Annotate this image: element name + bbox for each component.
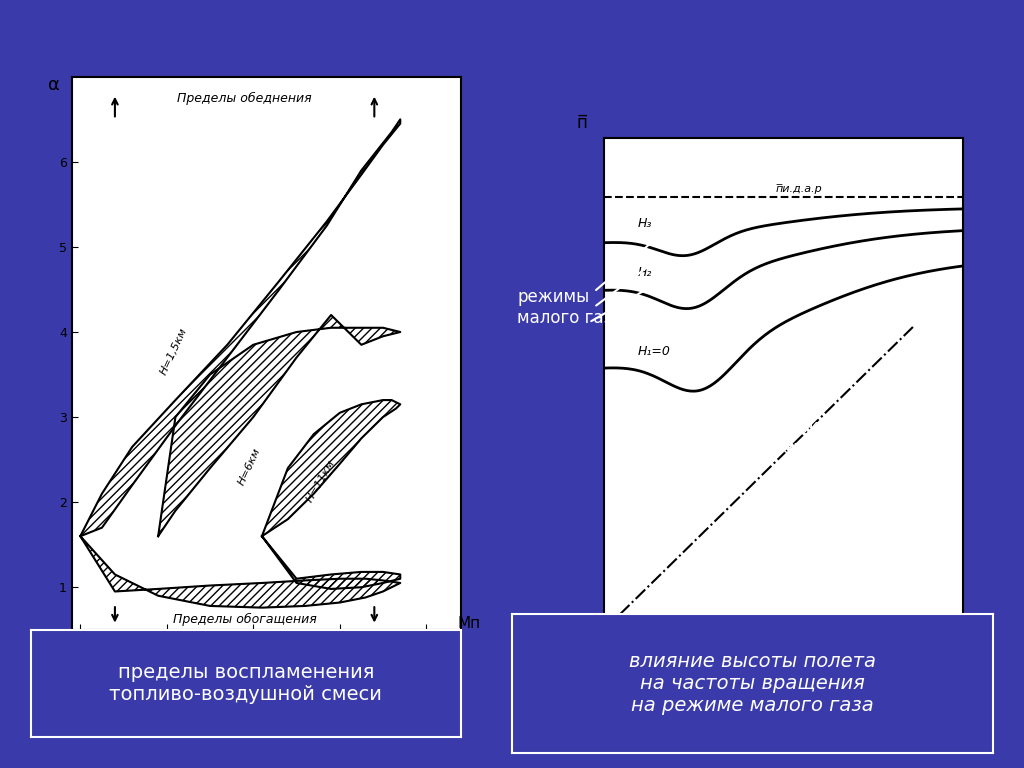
Text: H₃: H₃	[637, 217, 651, 230]
Text: режим
авторотации: режим авторотации	[783, 419, 896, 457]
Text: Mкр: Mкр	[893, 647, 916, 657]
Text: Mп: Mп	[965, 642, 988, 657]
Text: Пределы обогащения: Пределы обогащения	[173, 613, 316, 626]
Text: H=11км: H=11км	[305, 458, 337, 504]
Text: пределы воспламенения
топливо-воздушной смеси: пределы воспламенения топливо-воздушной …	[110, 663, 382, 704]
Text: α: α	[48, 75, 60, 94]
Text: п̅: п̅	[577, 114, 588, 132]
Text: режимы
малого газа: режимы малого газа	[517, 288, 623, 326]
Text: Пределы обеднения: Пределы обеднения	[177, 91, 312, 104]
Text: п̅и.д.а.р: п̅и.д.а.р	[775, 184, 822, 194]
Text: H₁=0: H₁=0	[637, 345, 670, 358]
Text: H=1,5км: H=1,5км	[158, 326, 188, 376]
Text: H=6км: H=6км	[236, 447, 262, 487]
Text: Mп: Mп	[458, 616, 481, 631]
Text: влияние высоты полета
на частоты вращения
на режиме малого газа: влияние высоты полета на частоты вращени…	[629, 652, 877, 715]
Text: H₂: H₂	[637, 266, 651, 279]
